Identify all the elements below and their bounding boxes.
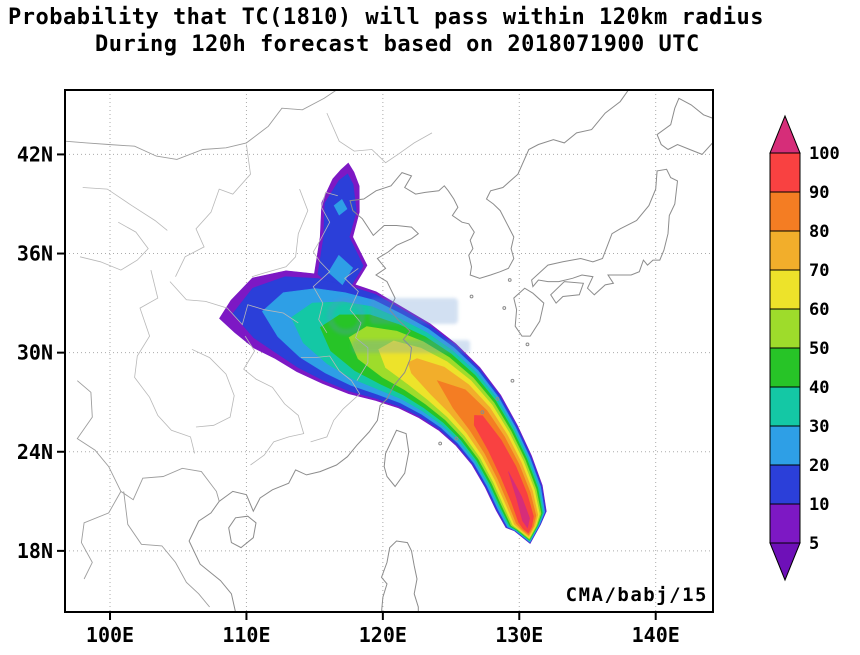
- colorbar-band-10-20: [769, 464, 801, 505]
- colorbar-arrow-bottom: [769, 542, 801, 582]
- island-path: [550, 281, 585, 304]
- colorbar-band-30-40: [769, 386, 801, 427]
- colorbar-band-80-90: [769, 191, 801, 232]
- province-border-path: [175, 144, 251, 277]
- x-axis-label-140E: 140E: [632, 623, 680, 647]
- country-border-path: [65, 90, 337, 160]
- chart-title-line2: During 120h forecast based on 2018071900…: [95, 32, 700, 57]
- colorbar-label-30: 30: [809, 417, 829, 437]
- credit-text: CMA/babj/15: [566, 584, 708, 606]
- colorbar-label-80: 80: [809, 222, 829, 242]
- province-border-path: [243, 335, 305, 466]
- map-frame: [64, 89, 714, 613]
- island-path: [531, 168, 679, 296]
- watermark-text-row1: [370, 298, 458, 324]
- island-path: [656, 97, 713, 155]
- colorbar-band-20-30: [769, 425, 801, 466]
- colorbar-label-100: 100: [809, 144, 840, 164]
- colorbar-label-40: 40: [809, 378, 829, 398]
- island-path: [513, 287, 545, 337]
- country-border-path: [80, 491, 122, 580]
- island-path: [383, 429, 410, 488]
- island-path: [228, 515, 257, 549]
- y-axis-label-36N: 36N: [17, 242, 53, 266]
- map-layer: [65, 90, 713, 612]
- coastline-path: [188, 90, 629, 612]
- colorbar-band-70-80: [769, 230, 801, 271]
- small-island: [438, 441, 443, 446]
- colorbar-label-90: 90: [809, 183, 829, 203]
- colorbar: 5 10 20 30 40 50 60 70 80 90 100: [769, 114, 840, 582]
- province-border-path: [191, 348, 235, 428]
- province-border-path: [82, 187, 168, 231]
- contour-band-20-north-lobe: [328, 199, 354, 286]
- x-axis-label-130E: 130E: [495, 623, 543, 647]
- province-border-path: [326, 112, 433, 164]
- small-island: [525, 342, 530, 347]
- cma-watermark: [327, 297, 470, 353]
- small-island: [454, 436, 459, 441]
- colorbar-label-50: 50: [809, 339, 829, 359]
- contour-layer: [219, 162, 547, 544]
- y-axis-label-42N: 42N: [17, 142, 53, 166]
- colorbar-label-60: 60: [809, 300, 829, 320]
- contour-band-10-north-lobe: [317, 173, 364, 298]
- small-island: [495, 397, 500, 401]
- small-island: [480, 410, 485, 415]
- x-axis-label-100E: 100E: [86, 623, 134, 647]
- small-island: [510, 378, 515, 383]
- watermark-logo: [327, 297, 365, 335]
- y-axis-label-24N: 24N: [17, 440, 53, 464]
- province-border-path: [301, 355, 361, 443]
- colorbar-band-5-10: [769, 503, 801, 544]
- x-axis-label-120E: 120E: [359, 623, 407, 647]
- contour-band-100: [508, 471, 530, 529]
- province-border-path: [251, 188, 309, 278]
- colorbar-label-70: 70: [809, 261, 829, 281]
- country-border-path: [123, 491, 210, 608]
- contour-band-50: [348, 326, 542, 540]
- colorbar-band-60-70: [769, 269, 801, 310]
- colorbar-band-90-100: [769, 152, 801, 193]
- colorbar-label-20: 20: [809, 456, 829, 476]
- colorbar-label-10: 10: [809, 495, 829, 515]
- y-axis-label-30N: 30N: [17, 341, 53, 365]
- province-border-path: [312, 191, 338, 334]
- chart-title-line1: Probability that TC(1810) will pass with…: [8, 5, 764, 30]
- y-axis-label-18N: 18N: [17, 539, 53, 563]
- province-border-path: [134, 270, 195, 454]
- province-border-path: [79, 221, 149, 271]
- colorbar-arrow-top: [769, 114, 801, 154]
- small-island: [469, 294, 474, 299]
- country-border-path: [76, 380, 220, 502]
- coastline-path: [380, 540, 419, 612]
- x-axis-label-110E: 110E: [222, 623, 270, 647]
- watermark-text-row2: [352, 340, 470, 353]
- province-border-path: [169, 281, 299, 326]
- colorbar-label-5: 5: [809, 534, 819, 554]
- small-island: [502, 306, 507, 310]
- colorbar-band-40-50: [769, 347, 801, 388]
- small-island: [507, 278, 512, 282]
- colorbar-band-50-60: [769, 308, 801, 349]
